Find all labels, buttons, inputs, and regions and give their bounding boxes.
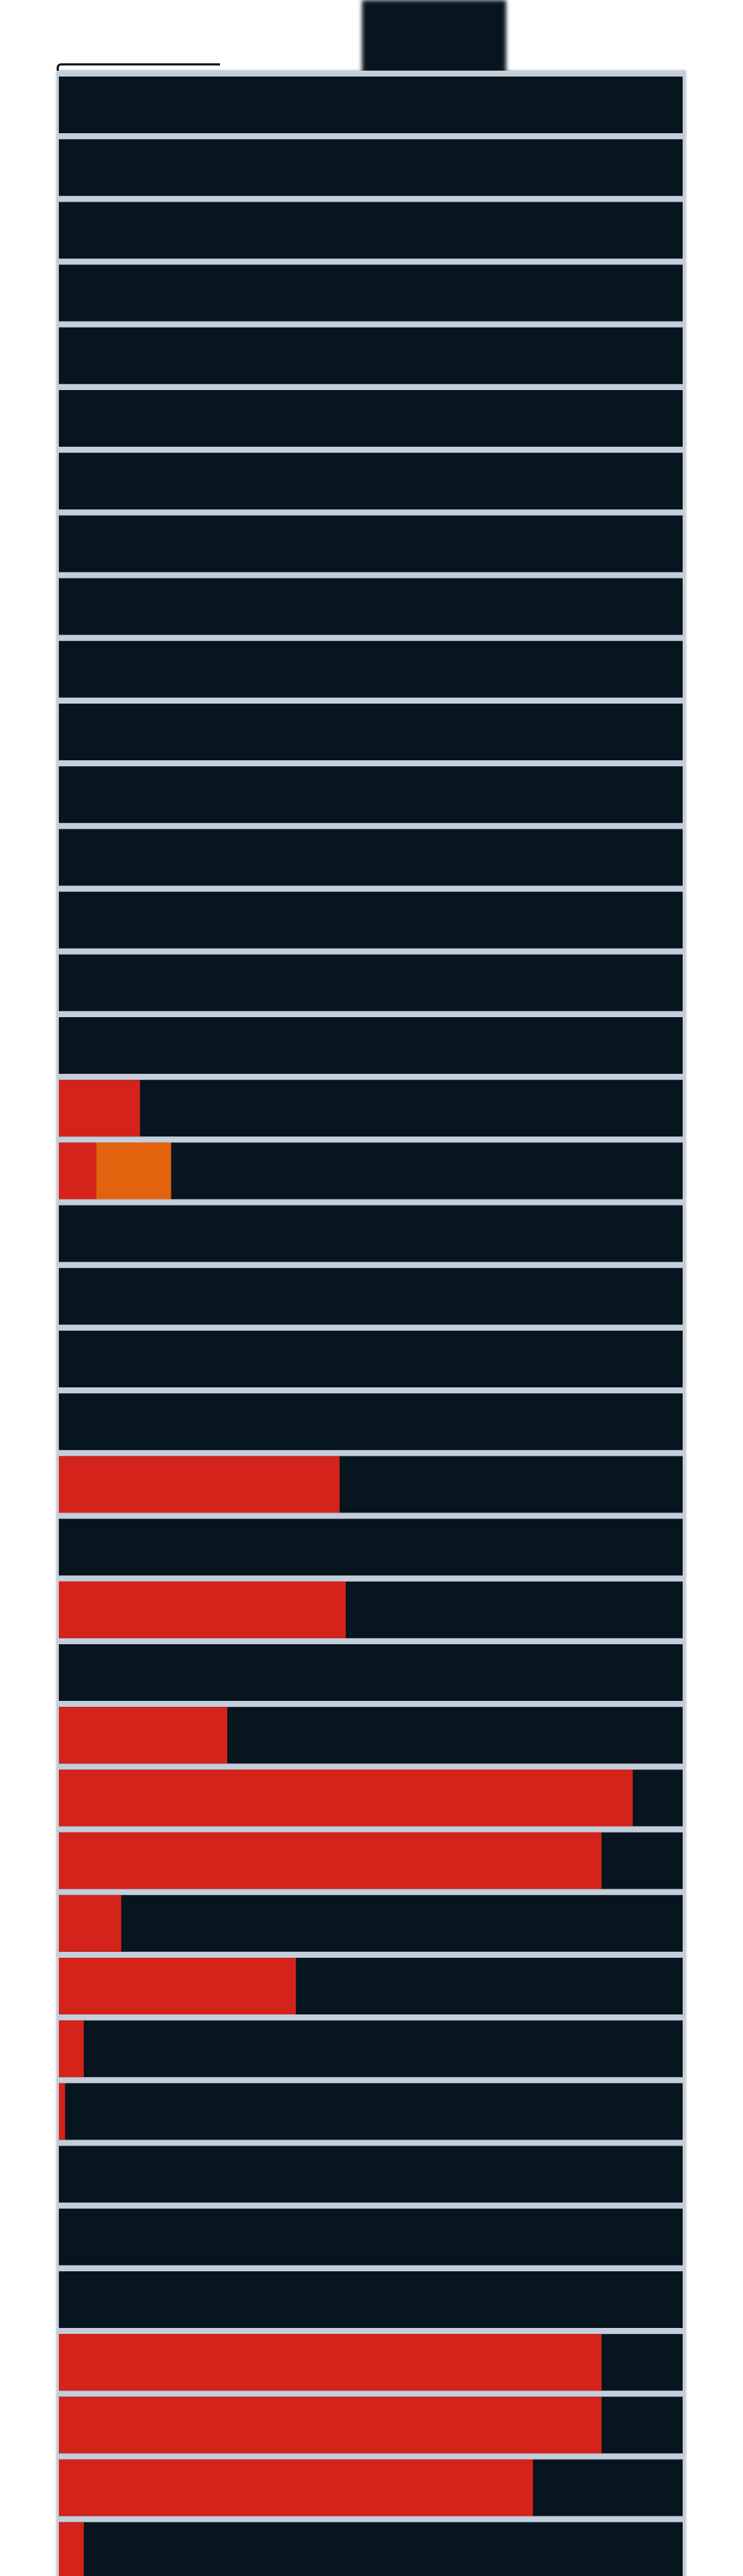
bar-row [59,2459,683,2516]
bar-track [59,1080,683,1137]
bar-track [59,1644,683,1701]
bar-segment-series-1 [59,1769,633,1827]
bar-row [59,578,683,635]
bar-rows [59,77,683,2576]
bar-row [59,1581,683,1638]
bar-track [59,1205,683,1262]
bar-row [59,1142,683,1200]
bar-track [59,2522,683,2576]
bar-segment-series-1 [59,1142,96,1200]
bar-track [59,202,683,259]
bar-row [59,1080,683,1137]
bar-segment-series-1 [59,2459,533,2516]
bar-track [59,139,683,197]
bar-row [59,1894,683,1952]
bar-track [59,1267,683,1325]
bar-segment-series-1 [59,1581,346,1638]
bar-row [59,1267,683,1325]
bar-track [59,578,683,635]
bar-track [59,766,683,824]
bar-row [59,640,683,698]
bar-row [59,2208,683,2265]
bar-row [59,891,683,949]
bar-track [59,829,683,886]
bar-row [59,1707,683,1764]
bar-track [59,453,683,510]
bar-row [59,1393,683,1451]
bar-row [59,1769,683,1827]
bar-row [59,1832,683,1889]
bar-segment-series-1 [59,1832,602,1889]
bar-track [59,954,683,1011]
bar-track [59,2145,683,2203]
bar-track [59,2020,683,2078]
bar-row [59,704,683,760]
bar-row [59,515,683,573]
bar-track [59,2208,683,2265]
bar-track [59,77,683,133]
bar-row [59,139,683,197]
bar-row [59,954,683,1011]
bar-track [59,1393,683,1451]
bar-row [59,1017,683,1074]
top-tab-decoration [362,0,506,74]
bar-row [59,1644,683,1701]
bar-segment-series-1 [59,2083,65,2140]
bar-track [59,264,683,322]
bar-track [59,1518,683,1576]
bar-track [59,891,683,949]
bar-track [59,515,683,573]
bar-row [59,390,683,447]
bar-row [59,2334,683,2391]
bar-row [59,2145,683,2203]
bar-row [59,1205,683,1262]
bar-track [59,390,683,447]
bar-track [59,640,683,698]
bar-row [59,327,683,384]
bar-track [59,1017,683,1074]
bar-track [59,1894,683,1952]
bar-row [59,2271,683,2328]
bar-segment-series-1 [59,2334,602,2391]
bar-row [59,1456,683,1513]
bar-track [59,327,683,384]
bar-row [59,1958,683,2014]
bar-track [59,2083,683,2140]
bar-row [59,1331,683,1387]
bar-segment-series-1 [59,2396,602,2454]
bar-row [59,1518,683,1576]
bar-segment-series-1 [59,1080,141,1137]
bar-row [59,202,683,259]
bar-segment-series-1 [59,2020,84,2078]
bar-segment-series-1 [59,1707,227,1764]
bar-segment-series-1 [59,1894,121,1952]
bar-row [59,264,683,322]
bar-row [59,829,683,886]
bar-row [59,766,683,824]
bar-row [59,2522,683,2576]
bar-row [59,77,683,133]
bar-track [59,2271,683,2328]
bar-row [59,2396,683,2454]
bar-segment-series-1 [59,1456,340,1513]
bar-track [59,704,683,760]
bar-row [59,2020,683,2078]
bar-segment-series-2 [96,1142,171,1200]
bar-segment-series-1 [59,2522,84,2576]
bar-row [59,2083,683,2140]
bar-row [59,453,683,510]
bar-track [59,1331,683,1387]
bar-segment-series-1 [59,1958,296,2014]
